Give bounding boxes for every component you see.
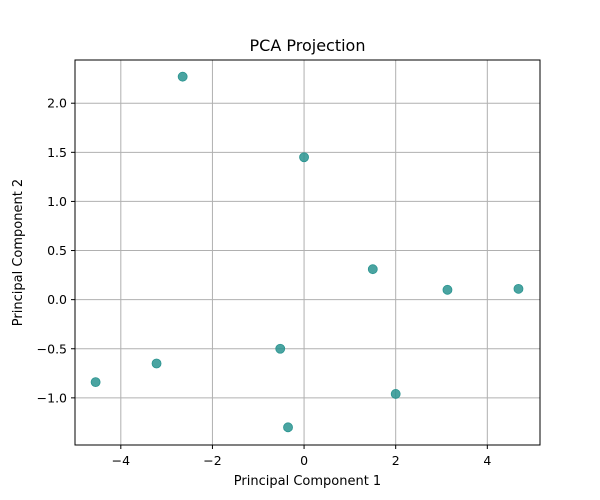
data-point [177,71,188,82]
data-point [275,343,286,354]
y-tick-label: −0.5 [37,341,67,356]
data-point [299,152,309,163]
x-tick-label: −4 [112,453,130,468]
y-tick-label: 0.5 [47,243,67,258]
data-point [513,283,524,294]
x-tick-label: 0 [300,453,308,468]
data-point [90,377,101,388]
data-point [367,264,378,275]
chart-title: PCA Projection [250,36,366,55]
data-point [442,284,453,295]
y-tick-label: 0.0 [47,292,67,307]
x-tick-label: 2 [392,453,400,468]
plot-frame [74,59,541,446]
data-point [151,358,162,369]
y-tick-label: 1.0 [47,194,67,209]
x-axis-title: Principal Component 1 [234,474,381,489]
grid [75,60,540,445]
data-points [90,71,524,433]
y-tick-label: 1.5 [47,145,67,160]
y-tick-label: −1.0 [37,390,67,405]
x-tick-label: −2 [203,453,221,468]
x-tick-label: 4 [483,453,491,468]
data-point [390,389,401,399]
y-axis-title: Principal Component 2 [11,179,26,326]
data-point [283,422,293,433]
ticks: −4 −2 0 2 4 −1.0 −0.5 0.0 0.5 1.0 1.5 2.0 [37,96,492,468]
y-tick-label: 2.0 [47,96,67,111]
